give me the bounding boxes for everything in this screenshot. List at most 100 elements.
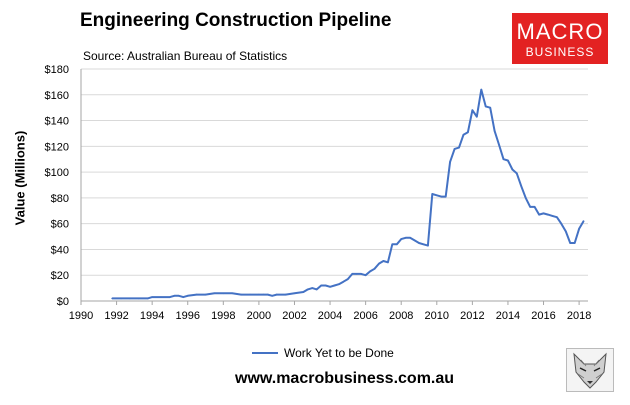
legend: Work Yet to be Done <box>252 346 394 360</box>
x-tick-label: 1992 <box>104 310 128 322</box>
x-tick-label: 1990 <box>69 310 93 322</box>
x-tick-labels: 1990 1992 1994 1996 1998 2000 2002 2004 2006 2008… <box>69 310 592 322</box>
data-point <box>391 243 394 246</box>
data-point <box>382 260 385 262</box>
source-note: Source: Australian Bureau of Statistics <box>83 49 288 63</box>
data-point <box>240 293 242 296</box>
data-point <box>404 237 407 239</box>
data-point <box>169 296 171 298</box>
data-point <box>293 292 296 295</box>
data-point <box>364 274 367 277</box>
x-tick-label: 2012 <box>460 310 484 322</box>
data-point <box>444 195 447 198</box>
data-point <box>266 293 269 296</box>
x-tick-label: 2008 <box>389 310 413 322</box>
data-point <box>440 195 443 198</box>
y-tick-label: $80 <box>51 193 69 205</box>
data-point <box>249 293 251 296</box>
data-point <box>378 262 380 265</box>
data-point <box>467 131 469 133</box>
data-point <box>160 296 162 298</box>
x-tick-label: 2018 <box>567 310 591 322</box>
data-point <box>222 292 225 295</box>
data-point <box>547 213 549 216</box>
data-point <box>449 161 451 163</box>
data-point <box>178 295 180 297</box>
data-point <box>480 88 483 91</box>
y-tick-label: $160 <box>45 90 69 102</box>
x-tick-label: 1996 <box>175 310 199 322</box>
data-point <box>520 185 523 188</box>
logo-line-1: MACRO <box>516 19 604 44</box>
gridlines <box>81 68 588 276</box>
x-tick-label: 2016 <box>531 310 555 322</box>
data-point <box>493 130 496 132</box>
series-line-work-yet-to-be-done <box>112 88 585 300</box>
data-point <box>431 193 434 195</box>
series-layer <box>111 88 585 300</box>
data-point <box>138 297 140 300</box>
data-point <box>275 293 278 296</box>
data-point <box>146 297 149 300</box>
data-point <box>342 280 345 283</box>
data-point <box>182 296 185 298</box>
data-point <box>258 293 260 296</box>
data-point <box>369 270 371 273</box>
x-tick-label: 2006 <box>353 310 377 322</box>
data-point <box>484 105 487 108</box>
data-point <box>271 295 274 297</box>
data-point <box>373 267 376 270</box>
data-point <box>418 242 420 244</box>
x-tick-label: 2000 <box>247 310 271 322</box>
data-point <box>320 284 322 287</box>
data-point <box>111 297 113 300</box>
data-point <box>556 216 558 219</box>
data-point <box>284 293 287 296</box>
data-point <box>511 168 514 171</box>
data-point <box>302 291 305 293</box>
data-point <box>462 133 465 136</box>
macrobusiness-logo: MACRO BUSINESS <box>512 13 608 64</box>
y-tick-label: $20 <box>51 270 69 282</box>
data-point <box>507 159 509 162</box>
data-point <box>524 197 527 199</box>
data-point <box>582 220 585 222</box>
data-point <box>453 148 456 150</box>
data-point <box>538 213 540 216</box>
data-point <box>387 261 389 264</box>
data-point <box>551 215 554 217</box>
data-point <box>422 243 425 246</box>
fox-mascot-icon <box>566 348 614 392</box>
data-point <box>213 292 216 295</box>
legend-swatch <box>252 352 278 354</box>
data-point <box>476 115 478 118</box>
data-point <box>564 230 567 233</box>
x-tick-label: 2014 <box>496 310 520 322</box>
data-point <box>351 273 354 275</box>
data-point <box>315 288 318 291</box>
data-point <box>458 146 460 149</box>
data-point <box>435 194 438 197</box>
y-tick-label: $140 <box>45 116 69 128</box>
data-point <box>516 172 518 175</box>
y-tick-label: $120 <box>45 141 69 153</box>
y-tick-label: $0 <box>57 296 69 308</box>
data-point <box>427 244 429 247</box>
chart-title: Engineering Construction Pipeline <box>80 10 392 31</box>
line-chart: $0$20$40$60$80$100$120$140$160$180 1990 1… <box>45 64 592 322</box>
data-point <box>195 293 198 296</box>
data-point <box>502 158 505 161</box>
data-point <box>347 278 349 280</box>
data-point <box>569 242 572 244</box>
data-point <box>262 293 265 296</box>
data-point <box>413 239 416 242</box>
data-point <box>542 212 545 215</box>
data-point <box>173 295 176 297</box>
data-point <box>311 287 314 289</box>
data-point <box>129 297 131 300</box>
website-url: www.macrobusiness.com.au <box>235 370 455 387</box>
data-point <box>573 242 576 244</box>
data-point <box>186 295 189 297</box>
y-tick-label: $180 <box>45 64 69 76</box>
data-point <box>329 286 331 288</box>
